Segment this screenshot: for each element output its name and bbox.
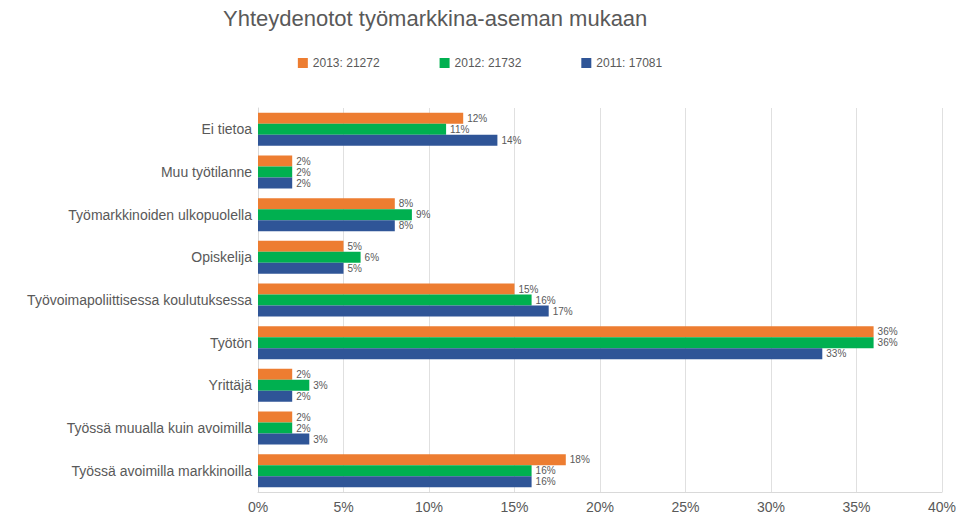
svg-text:Työssä avoimilla markkinoilla: Työssä avoimilla markkinoilla [71, 463, 252, 479]
svg-text:2%: 2% [296, 423, 311, 434]
svg-text:35%: 35% [842, 499, 870, 515]
svg-text:17%: 17% [553, 306, 573, 317]
svg-text:18%: 18% [570, 454, 590, 465]
svg-text:2%: 2% [296, 412, 311, 423]
svg-text:5%: 5% [333, 499, 353, 515]
svg-text:Ei tietoa: Ei tietoa [201, 121, 252, 137]
svg-text:2%: 2% [296, 178, 311, 189]
svg-text:33%: 33% [826, 348, 846, 359]
svg-text:Työssä muualla kuin avoimilla: Työssä muualla kuin avoimilla [67, 420, 252, 436]
svg-text:2%: 2% [296, 369, 311, 380]
svg-text:40%: 40% [928, 499, 956, 515]
svg-text:Yrittäjä: Yrittäjä [208, 377, 252, 393]
svg-text:20%: 20% [586, 499, 614, 515]
svg-text:16%: 16% [536, 295, 556, 306]
svg-text:2%: 2% [296, 156, 311, 167]
svg-text:5%: 5% [348, 241, 363, 252]
svg-text:0%: 0% [248, 499, 268, 515]
svg-text:10%: 10% [415, 499, 443, 515]
svg-text:Työmarkkinoiden ulkopuolella: Työmarkkinoiden ulkopuolella [68, 207, 252, 223]
svg-text:15%: 15% [500, 499, 528, 515]
svg-text:2%: 2% [296, 167, 311, 178]
svg-text:2011: 17081: 2011: 17081 [596, 56, 662, 70]
svg-text:16%: 16% [536, 465, 556, 476]
svg-text:9%: 9% [416, 209, 431, 220]
svg-text:14%: 14% [501, 135, 521, 146]
svg-text:8%: 8% [399, 198, 414, 209]
svg-text:30%: 30% [757, 499, 785, 515]
svg-text:Työvoimapoliittisessa koulutuk: Työvoimapoliittisessa koulutuksessa [27, 292, 252, 308]
svg-text:25%: 25% [671, 499, 699, 515]
svg-text:16%: 16% [536, 476, 556, 487]
svg-text:11%: 11% [450, 124, 469, 135]
svg-text:2013: 21272: 2013: 21272 [313, 56, 380, 70]
svg-text:5%: 5% [348, 263, 363, 274]
svg-text:6%: 6% [365, 252, 380, 263]
svg-text:2%: 2% [296, 391, 311, 402]
svg-text:36%: 36% [878, 337, 898, 348]
svg-text:3%: 3% [313, 434, 328, 445]
svg-text:8%: 8% [399, 220, 414, 231]
svg-text:Muu työtilanne: Muu työtilanne [161, 164, 252, 180]
svg-text:Opiskelija: Opiskelija [191, 249, 252, 265]
svg-text:12%: 12% [467, 113, 487, 124]
svg-text:2012: 21732: 2012: 21732 [455, 56, 522, 70]
svg-text:36%: 36% [878, 326, 898, 337]
svg-text:Yhteydenotot työmarkkina-asema: Yhteydenotot työmarkkina-aseman mukaan [223, 6, 647, 31]
svg-text:Työtön: Työtön [210, 335, 252, 351]
svg-text:3%: 3% [313, 380, 328, 391]
svg-text:15%: 15% [519, 284, 539, 295]
